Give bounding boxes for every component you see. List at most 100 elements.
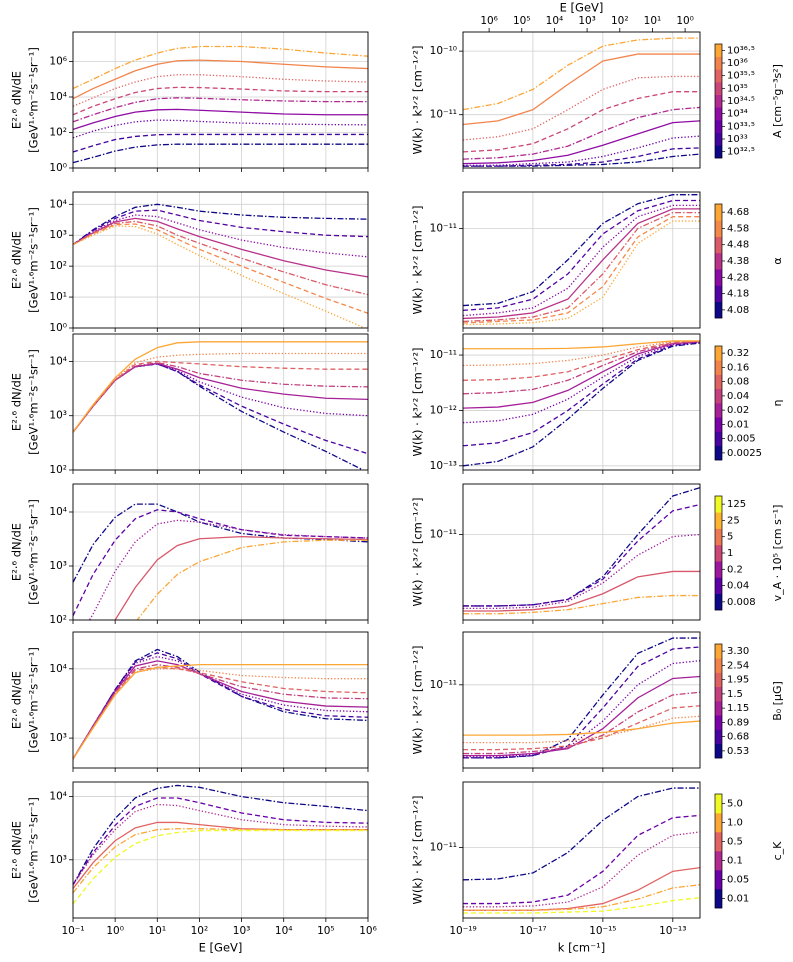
colorbar-tick-label: 0.0025 — [727, 448, 762, 459]
line — [463, 486, 700, 607]
line — [73, 214, 368, 258]
colorbar-segment — [715, 107, 722, 121]
colorbar-tick-label: 4.28 — [727, 272, 749, 283]
line — [463, 204, 700, 317]
line — [463, 106, 700, 160]
line — [463, 120, 700, 165]
series-group — [73, 503, 368, 620]
colorbar-segment — [715, 658, 722, 673]
colorbar-tick-label: 0.1 — [727, 856, 743, 867]
x-tick-label: 10⁻¹⁵ — [589, 925, 616, 937]
line — [73, 220, 368, 296]
colorbar-segment — [715, 593, 722, 611]
colorbar-segment — [715, 69, 722, 83]
colorbar-segment — [715, 431, 722, 447]
line — [463, 533, 700, 610]
y-tick-label: 10² — [49, 260, 67, 272]
line — [73, 666, 368, 760]
panel: 10⁻¹⁹ 10⁻¹⁷ 10⁻¹⁵ 10⁻¹³ 10⁻¹¹ W(k) · k³ᐟ² [cm… — [411, 781, 784, 955]
y-tick-label: 10³ — [49, 732, 67, 744]
x-tick-label: 10² — [191, 925, 209, 937]
x2-tick-label: 10³ — [578, 15, 596, 27]
y-axis-label: [GeV¹·⁶m⁻²s⁻¹sr⁻¹] — [27, 349, 41, 455]
line — [463, 341, 700, 424]
y-tick-label: 10⁻¹¹ — [430, 842, 457, 854]
panel: 10⁰ 10² 10⁴ 10⁶ E²·⁶ dN/dE [GeV¹·⁶m⁻²s⁻¹sr⁻¹] — [10, 31, 369, 174]
line — [463, 211, 700, 323]
y-tick-label: 10⁴ — [49, 791, 67, 803]
y-axis-label: [GeV¹·⁶m⁻²s⁻¹sr⁻¹] — [27, 797, 41, 903]
frame — [462, 333, 701, 471]
colorbar-segment — [715, 851, 722, 871]
colorbar-segment — [715, 204, 722, 221]
y-tick-label: 10¹ — [49, 291, 67, 303]
y-tick-label: 10³ — [49, 229, 67, 241]
x-tick-label: 10⁻¹⁷ — [519, 925, 546, 937]
line — [463, 147, 700, 167]
colorbar-tick-label: 25 — [727, 515, 740, 526]
line — [463, 720, 700, 736]
colorbar-label: A [cm⁻⁵g⁻³s²] — [771, 64, 784, 138]
y-axis-label: W(k) · k³ᐟ² [cm⁻¹ᐟ²] — [411, 645, 425, 754]
y-tick-label: 10³ — [49, 854, 67, 866]
x-tick-label: 10⁶ — [359, 925, 377, 937]
colorbar-segment — [715, 729, 722, 745]
colorbar-segment — [715, 496, 722, 513]
y-axis-label: E²·⁶ dN/dE — [10, 671, 24, 729]
line — [463, 787, 700, 881]
line — [463, 340, 700, 381]
line — [463, 53, 700, 126]
x-tick-label: 10⁻¹³ — [659, 925, 686, 937]
panel: 10² 10³ 10⁴ E²·⁶ dN/dE [GeV¹·⁶m⁻²s⁻¹sr⁻¹] — [10, 483, 369, 626]
series-group — [463, 787, 700, 914]
frame — [462, 483, 701, 621]
colorbar-tick-label: 4.58 — [727, 223, 749, 234]
line — [463, 831, 700, 908]
line — [73, 821, 368, 890]
colorbar-segment — [715, 403, 722, 418]
colorbar-label: B₀ [μG] — [771, 681, 784, 721]
panel: 10⁻¹¹ W(k) · k³ᐟ² [cm⁻¹ᐟ²] 4.08 4.18 4.28 4.3… — [411, 191, 784, 332]
line — [73, 133, 368, 153]
series-group — [73, 203, 368, 328]
colorbar-segment — [715, 285, 722, 303]
frame — [462, 191, 701, 329]
colorbar-segment — [715, 346, 722, 361]
y-tick-label: 10⁴ — [49, 506, 67, 518]
colorbar-tick-label: 0.01 — [727, 419, 749, 430]
y-tick-label: 10⁴ — [49, 663, 67, 675]
line — [73, 784, 368, 886]
colorbar-tick-label: 0.5 — [727, 837, 743, 848]
y-axis-label: E²·⁶ dN/dE — [10, 523, 24, 581]
line — [463, 660, 700, 758]
colorbar-segment — [715, 832, 722, 852]
y-axis-label: E²·⁶ dN/dE — [10, 71, 24, 129]
line — [463, 91, 700, 153]
colorbar-segment — [715, 360, 722, 375]
x-axis-label: E [GeV] — [199, 941, 243, 955]
line — [463, 153, 700, 167]
line — [463, 208, 700, 320]
colorbar-label: α — [771, 257, 784, 264]
colorbar-segment — [715, 417, 722, 432]
x-tick-label: 10⁻¹⁹ — [449, 925, 476, 937]
colorbar-segment — [715, 889, 722, 909]
colorbar-tick-label: 10³⁴ — [727, 109, 748, 120]
line — [73, 209, 368, 246]
colorbar-tick-label: 10³⁵·⁵ — [727, 71, 755, 82]
colorbar-tick-label: 0.05 — [727, 875, 749, 886]
colorbar-segment — [715, 715, 722, 730]
colorbar-tick-label: 10³⁶·⁵ — [727, 45, 755, 56]
line — [463, 705, 700, 751]
x-tick-label: 10⁴ — [275, 925, 293, 937]
y-tick-label: 10⁴ — [49, 198, 67, 210]
colorbar-segment — [715, 577, 722, 595]
x2-tick-label: 10⁴ — [546, 15, 564, 27]
colorbar-tick-label: 0.008 — [727, 597, 756, 608]
colorbar-segment — [715, 301, 722, 319]
x-tick-label: 10¹ — [148, 925, 166, 937]
x-tick-label: 10⁰ — [106, 925, 124, 937]
panel: 10⁻¹¹ W(k) · k³ᐟ² [cm⁻¹ᐟ²] 0.53 0.68 0.89 1.1… — [411, 631, 784, 772]
y-tick-label: 10⁶ — [49, 56, 67, 68]
colorbar-segment — [715, 374, 722, 390]
